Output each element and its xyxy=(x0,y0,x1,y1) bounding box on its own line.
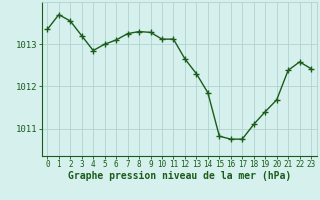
X-axis label: Graphe pression niveau de la mer (hPa): Graphe pression niveau de la mer (hPa) xyxy=(68,171,291,181)
